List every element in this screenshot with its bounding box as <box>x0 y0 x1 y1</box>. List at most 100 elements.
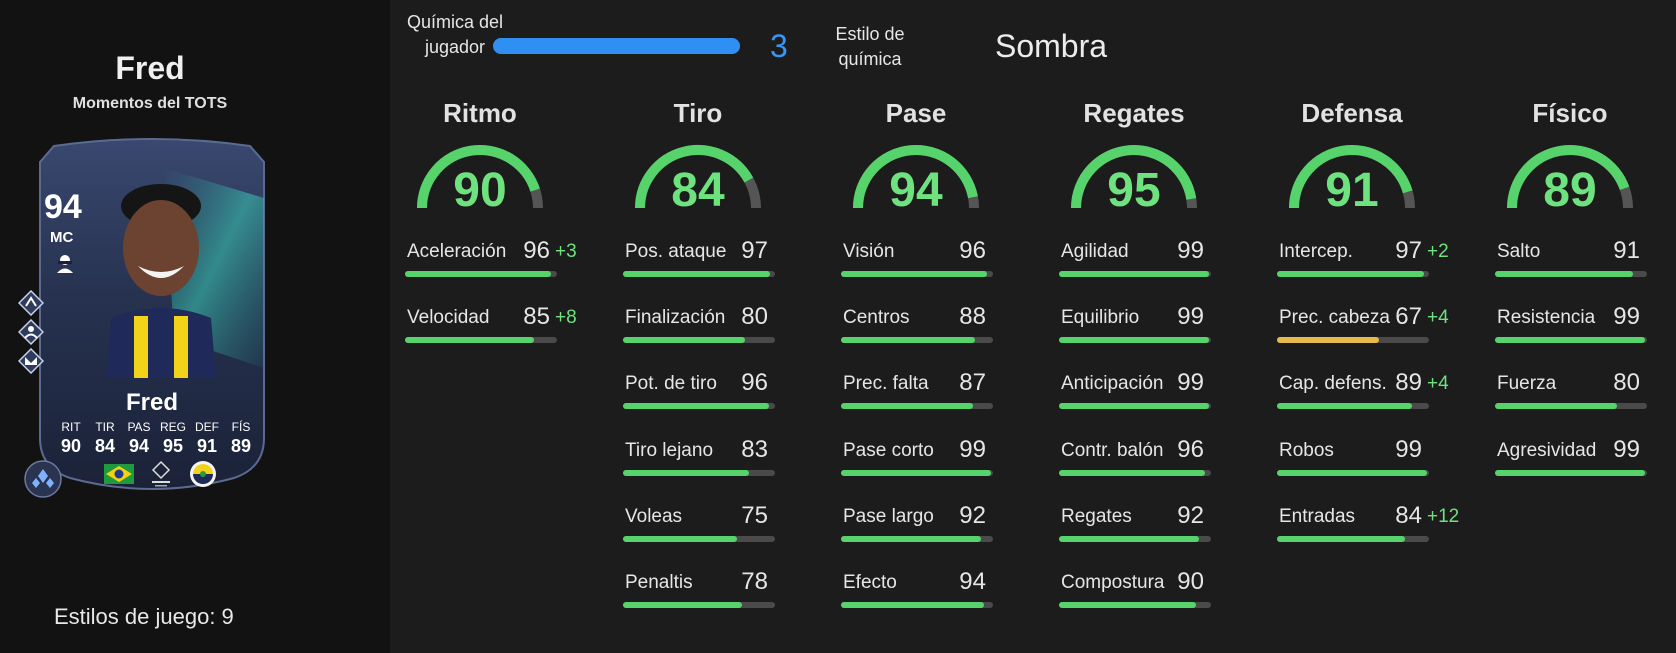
attribute-name: Prec. falta <box>843 373 929 394</box>
attribute-salto[interactable]: Salto 91 <box>1495 237 1676 281</box>
playstyle-plus-icon[interactable] <box>18 348 44 374</box>
category-title: Defensa <box>1301 98 1403 128</box>
category-value: 84 <box>671 164 725 217</box>
attribute-value: 75 <box>741 502 768 529</box>
category-value: 90 <box>453 164 507 217</box>
attribute-pot-de-tiro[interactable]: Pot. de tiro 96 <box>623 369 813 413</box>
attribute-bar <box>1059 470 1211 476</box>
attribute-name: Regates <box>1061 506 1132 527</box>
chemistry-style-value[interactable]: Sombra <box>995 28 1108 64</box>
category-gauge <box>1289 145 1415 209</box>
card-stat-def: DEF 91 <box>190 420 224 457</box>
player-chemistry-bar-fill <box>493 38 740 54</box>
attribute-bar <box>841 470 993 476</box>
player-chemistry-bar <box>493 38 740 54</box>
attribute-value: 99 <box>1177 237 1204 264</box>
playstyles-count[interactable]: Estilos de juego: 9 <box>54 604 234 629</box>
attribute-contr-balon[interactable]: Contr. balón 96 <box>1059 436 1249 480</box>
player-card[interactable]: 94 MC Fred RIT 90 TIR 84 PAS 94 REG 95 DEF 91… <box>24 138 280 496</box>
attribute-bar <box>1495 470 1647 476</box>
attribute-value: 80 <box>1613 369 1640 396</box>
category-gauge <box>417 145 543 209</box>
category-value: 95 <box>1107 164 1161 217</box>
attributes-panel: Química del jugador 3 Estilo de química … <box>390 0 1676 653</box>
attribute-value: 97 <box>741 237 768 264</box>
category-value: 91 <box>1325 164 1379 217</box>
attribute-agresividad[interactable]: Agresividad 99 <box>1495 436 1676 480</box>
attribute-bar-fill <box>623 271 771 277</box>
attribute-robos[interactable]: Robos 99 <box>1277 436 1467 480</box>
attribute-bar <box>841 602 993 608</box>
attribute-anticipacion[interactable]: Anticipación 99 <box>1059 369 1249 413</box>
attribute-name: Efecto <box>843 572 897 593</box>
card-stat-pas: PAS 94 <box>122 420 156 457</box>
attribute-name: Tiro lejano <box>625 440 714 461</box>
attribute-prec-cabeza[interactable]: Prec. cabeza 67 +4 <box>1277 303 1467 347</box>
attribute-penaltis[interactable]: Penaltis 78 <box>623 568 813 612</box>
attribute-bar <box>1277 536 1429 542</box>
attribute-chem-bonus: +2 <box>1427 241 1449 262</box>
attribute-aceleracion[interactable]: Aceleración 96 +3 <box>405 237 595 281</box>
attribute-efecto[interactable]: Efecto 94 <box>841 568 1031 612</box>
attribute-prec-falta[interactable]: Prec. falta 87 <box>841 369 1031 413</box>
attribute-bar <box>1495 403 1647 409</box>
attribute-value: 96 <box>523 237 550 264</box>
gauge-fill <box>853 145 978 209</box>
attribute-finalizacion[interactable]: Finalización 80 <box>623 303 813 347</box>
card-stat-label: PAS <box>127 420 151 434</box>
fenerbahce-crest-icon <box>190 461 216 487</box>
attribute-value: 89 <box>1395 369 1422 396</box>
attribute-bar <box>1277 337 1429 343</box>
category-title: Tiro <box>673 98 723 128</box>
attribute-centros[interactable]: Centros 88 <box>841 303 1031 347</box>
attribute-bar-fill <box>1495 337 1646 343</box>
category-title: Pase <box>885 98 947 128</box>
attribute-resistencia[interactable]: Resistencia 99 <box>1495 303 1676 347</box>
attribute-chem-bonus: +3 <box>555 241 577 262</box>
card-stat-value: 90 <box>60 436 82 456</box>
gauge-fill <box>1071 145 1197 209</box>
attribute-pase-corto[interactable]: Pase corto 99 <box>841 436 1031 480</box>
attribute-name: Robos <box>1279 440 1334 461</box>
card-stat-label: RIT <box>61 420 81 434</box>
attribute-compostura[interactable]: Compostura 90 <box>1059 568 1249 612</box>
attribute-bar <box>841 271 993 277</box>
attribute-bar <box>405 271 557 277</box>
attribute-name: Contr. balón <box>1061 440 1164 461</box>
attribute-value: 83 <box>741 436 768 463</box>
attribute-bar <box>1495 271 1647 277</box>
attribute-value: 99 <box>1613 303 1640 330</box>
attribute-bar-fill <box>623 470 750 476</box>
attribute-intercep[interactable]: Intercep. 97 +2 <box>1277 237 1467 281</box>
attribute-bar-fill <box>1277 403 1413 409</box>
attribute-name: Equilibrio <box>1061 307 1140 328</box>
attribute-bar-fill <box>841 536 981 542</box>
attribute-name: Finalización <box>625 307 726 328</box>
category-value: 94 <box>889 164 943 217</box>
attribute-entradas[interactable]: Entradas 84 +12 <box>1277 502 1467 546</box>
attribute-chem-bonus: +4 <box>1427 307 1449 328</box>
playstyle-plus-icon[interactable] <box>18 290 44 316</box>
card-version-subtitle: Momentos del TOTS <box>72 95 228 112</box>
attribute-bar <box>623 337 775 343</box>
attribute-pos-ataque[interactable]: Pos. ataque 97 <box>623 237 813 281</box>
attribute-value: 99 <box>1395 436 1422 463</box>
card-position: MC <box>50 229 74 246</box>
attribute-voleas[interactable]: Voleas 75 <box>623 502 813 546</box>
attribute-vision[interactable]: Visión 96 <box>841 237 1031 281</box>
attribute-name: Entradas <box>1279 506 1356 527</box>
attribute-cap-defens[interactable]: Cap. defens. 89 +4 <box>1277 369 1467 413</box>
playstyle-plus-icon[interactable] <box>18 319 44 345</box>
attribute-regates[interactable]: Regates 92 <box>1059 502 1249 546</box>
attribute-velocidad[interactable]: Velocidad 85 +8 <box>405 303 595 347</box>
attribute-bar-fill <box>405 337 535 343</box>
attribute-agilidad[interactable]: Agilidad 99 <box>1059 237 1249 281</box>
attribute-pase-largo[interactable]: Pase largo 92 <box>841 502 1031 546</box>
attribute-tiro-lejano[interactable]: Tiro lejano 83 <box>623 436 813 480</box>
attribute-equilibrio[interactable]: Equilibrio 99 <box>1059 303 1249 347</box>
attribute-bar <box>1495 337 1647 343</box>
brazil-flag-icon <box>104 464 134 484</box>
card-stat-value: 84 <box>94 436 116 456</box>
attribute-fuerza[interactable]: Fuerza 80 <box>1495 369 1676 413</box>
attribute-bar-fill <box>1059 403 1210 409</box>
